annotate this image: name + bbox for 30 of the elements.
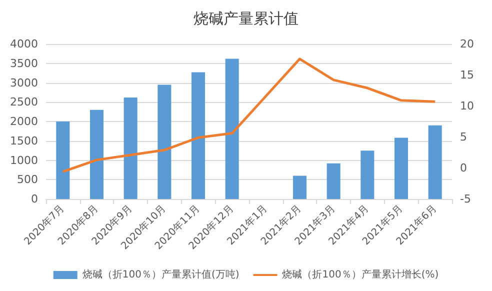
- y-tick-label: 500: [17, 173, 38, 186]
- y-tick-label: 1500: [10, 134, 38, 148]
- y2-tick-label: -5: [460, 192, 471, 206]
- chart-title: 烧碱产量累计值: [194, 10, 298, 28]
- bar: [360, 150, 374, 199]
- y2-tick-label: 10: [460, 100, 474, 112]
- y2-tick-label: 15: [460, 68, 474, 82]
- y-tick-label: 1000: [10, 154, 38, 167]
- bar: [124, 97, 138, 199]
- y-tick-label: 2000: [10, 115, 38, 128]
- bar: [225, 58, 239, 199]
- y-tick-label: 0: [31, 192, 38, 206]
- line-series: [62, 58, 436, 173]
- y-tick-label: 4000: [10, 38, 38, 50]
- y2-tick-label: 5: [460, 130, 467, 144]
- bar: [394, 138, 408, 199]
- y-tick-label: 3000: [10, 76, 38, 90]
- bar: [158, 84, 172, 199]
- legend-label: 烧碱（折100％）产量累计增长(%): [282, 268, 439, 280]
- y-tick-label: 3500: [10, 56, 38, 70]
- bar: [191, 72, 206, 199]
- legend-label: 烧碱（折100％）产量累计值(万吨): [82, 268, 240, 280]
- y2-tick-label: 20: [460, 38, 474, 50]
- bar: [326, 163, 340, 199]
- bar: [90, 110, 104, 199]
- bar: [428, 125, 442, 199]
- bar: [292, 176, 307, 199]
- y-tick-label: 2500: [10, 96, 38, 109]
- bar: [56, 122, 70, 199]
- y2-tick-label: 0: [460, 162, 467, 174]
